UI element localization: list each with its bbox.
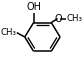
Text: OH: OH <box>26 2 41 12</box>
Text: O: O <box>55 14 62 24</box>
Text: CH₃: CH₃ <box>67 14 83 23</box>
Text: CH₃: CH₃ <box>0 28 16 37</box>
